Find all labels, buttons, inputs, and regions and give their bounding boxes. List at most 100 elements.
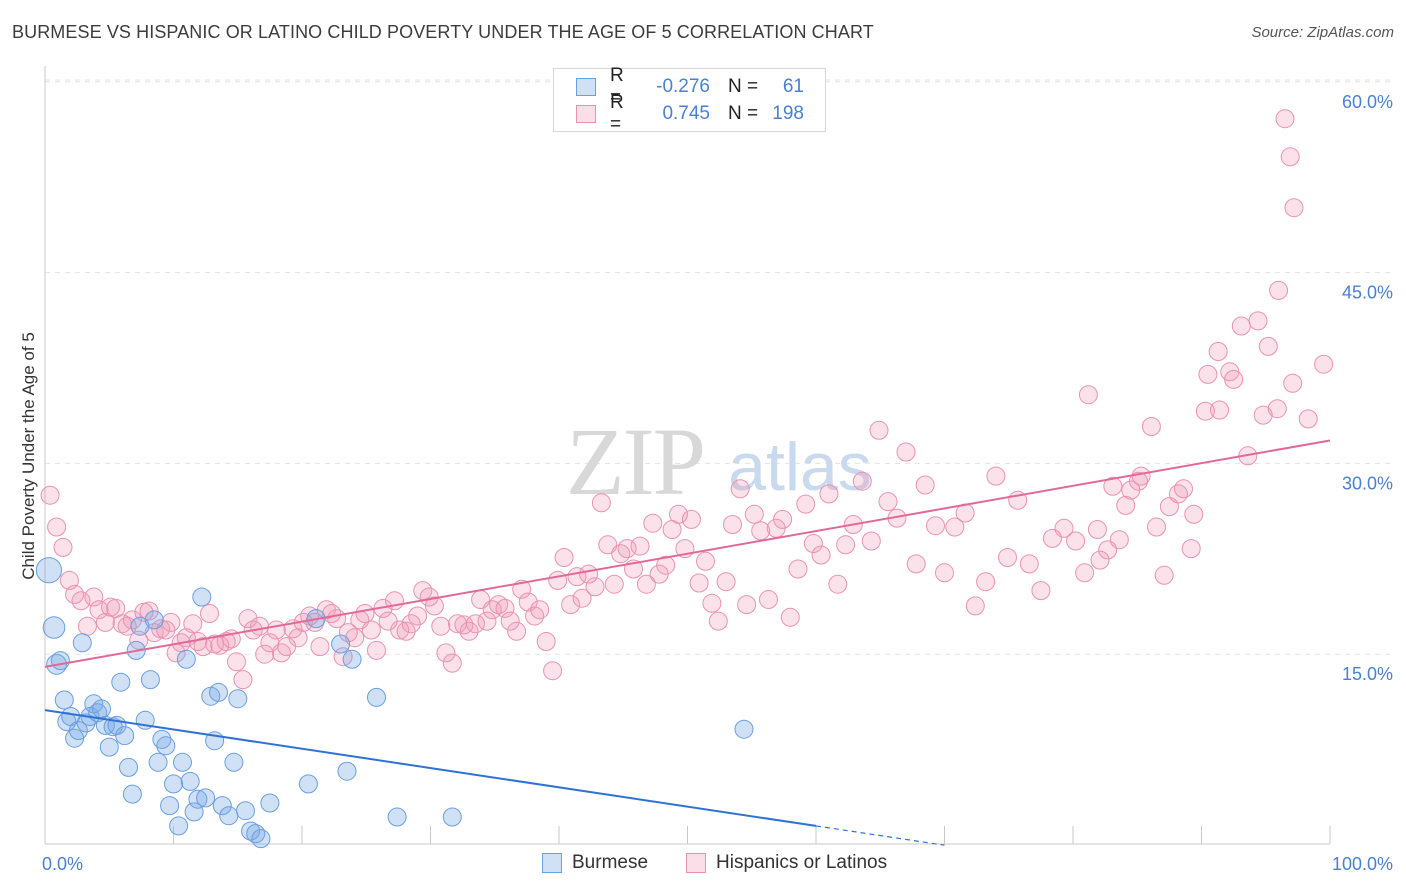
burmese-point [68,721,88,740]
hispanic-point [536,632,556,651]
hispanic-point [1019,554,1039,574]
hispanic-point [896,442,916,462]
hispanic-point [819,484,839,504]
hispanic-point [424,596,444,616]
burmese-point [99,737,119,757]
legend-item-burmese[interactable]: Burmese [542,852,648,874]
hispanic-point [271,643,291,663]
hispanic-point [656,555,676,575]
y-tick-label: 30.0% [1342,473,1393,493]
hispanic-point [780,607,800,627]
legend-label-burmese: Burmese [572,852,649,873]
hispanic-point [759,590,778,609]
burmese-point [331,634,351,654]
hispanic-point [852,471,872,491]
hispanic-point [716,572,736,592]
burmese-point [148,752,168,772]
hispanic-point [803,534,823,553]
hispanic-point [1280,147,1300,167]
hispanic-point [200,604,219,623]
tick-labels: 15.0% 30.0% 45.0% 60.0% 0.0% 100.0% [42,92,1393,874]
series-legend: Burmese Hispanics or Latinos [0,852,1406,876]
burmese-point [42,616,66,639]
hispanic-point [1184,504,1204,524]
r-label: R = [610,92,624,135]
hispanic-point [361,620,381,640]
burmese-point [160,796,180,816]
hispanic-point [507,621,527,641]
burmese-point [111,672,131,692]
hispanic-point [250,616,270,636]
y-axis-label: Child Poverty Under the Age of 5 [19,332,38,580]
r-label: R = [610,65,624,108]
burmese-point [734,719,754,739]
burmese-point [130,616,150,636]
hispanic-point [77,616,97,636]
legend-item-hispanic[interactable]: Hispanics or Latinos [686,852,887,874]
grid-lines [45,79,1393,655]
hispanic-point [965,596,985,616]
hispanic-point [561,595,581,615]
hispanic-point [986,466,1006,486]
hispanic-swatch [686,853,706,873]
hispanic-point [401,614,421,634]
n-label: N = [728,76,759,97]
x-tick-label-min: 0.0% [42,854,83,874]
hispanic-point [1103,476,1123,496]
hispanic-point [1231,316,1251,336]
burmese-points [35,557,754,849]
burmese-point [228,689,248,709]
hispanic-point [1258,336,1278,356]
hispanic-point [122,610,142,630]
hispanic-point [926,516,945,536]
axes [44,66,1331,845]
hispanic-point [1031,581,1051,601]
burmese-point [209,682,228,702]
hispanic-point [530,600,550,620]
stats-legend: R = -0.276 N = 61 R = 0.745 N = 198 [553,65,826,135]
burmese-trend-extension [815,825,945,846]
burmese-point [219,806,239,826]
hispanic-point [1066,531,1086,551]
watermark-zip: ZIP [566,408,704,515]
hispanic-point [689,573,709,593]
burmese-point [236,801,255,821]
x-tick-label-max: 100.0% [1332,854,1393,874]
burmese-point [169,816,189,836]
hispanic-point [1267,399,1287,419]
hispanic-point [543,661,563,681]
hispanic-point [636,574,656,594]
hispanic-point [139,601,159,621]
hispanic-point [183,614,203,634]
hispanic-point [525,606,545,626]
hispanic-point [495,598,515,618]
n-label: N = [728,103,759,124]
hispanic-point [708,611,728,631]
hispanic-point [836,535,856,555]
hispanic-point [310,637,330,657]
hispanic-point [500,611,520,631]
hispanic-point [1116,495,1136,515]
burmese-point [224,752,244,772]
hispanic-point [1075,563,1095,583]
hispanic-point [466,614,485,634]
hispanic-point [998,548,1017,567]
hispanic-point [431,616,451,636]
hispanic-point [193,637,213,657]
burmese-point [367,687,386,707]
y-tick-label: 60.0% [1342,92,1393,112]
hispanic-point [345,628,365,648]
burmese-swatch [542,853,562,873]
hispanic-point [95,612,115,632]
hispanic-point [1198,364,1218,384]
burmese-point [156,736,176,756]
burmese-point [144,610,164,630]
hispanic-point [723,515,742,534]
burmese-point [140,670,160,690]
hispanic-point [591,493,611,513]
burmese-point [342,649,362,669]
burmese-point [298,774,318,794]
hispanic-point [1078,385,1098,405]
burmese-point [50,651,70,671]
